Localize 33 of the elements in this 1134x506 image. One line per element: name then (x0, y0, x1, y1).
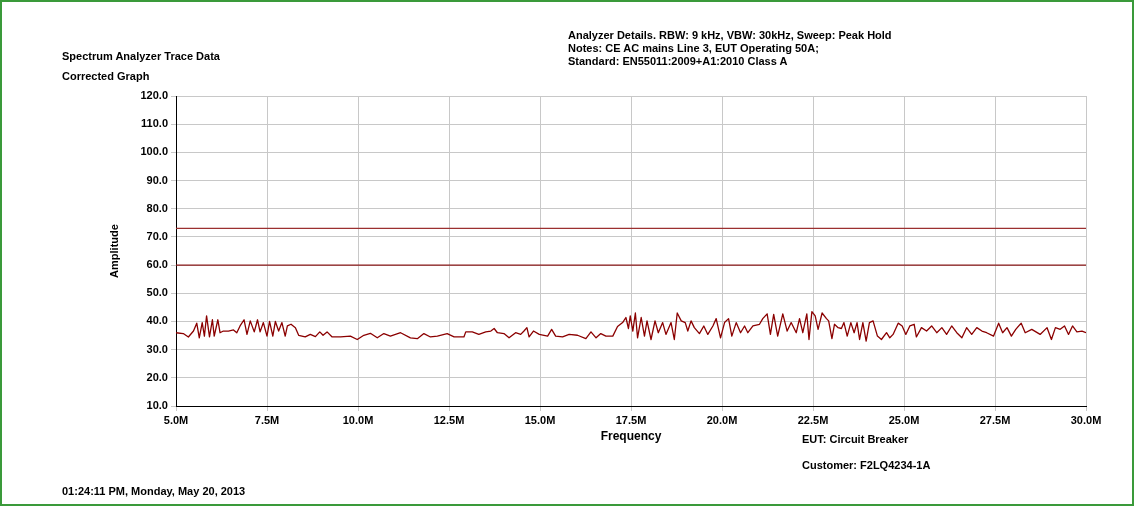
x-tick-label: 27.5M (979, 413, 1011, 426)
y-tick-label: 40.0 (146, 314, 168, 327)
chart-title: Spectrum Analyzer Trace Data (62, 49, 220, 63)
x-axis-title: Frequency (600, 429, 662, 444)
chart-subtitle: Corrected Graph (62, 69, 150, 83)
y-tick-label: 120.0 (140, 89, 168, 102)
text: EUT: Circuit Breaker (802, 432, 909, 446)
x-tick-label: 15.0M (524, 413, 556, 426)
x-tick-label: 7.5M (254, 413, 280, 426)
y-tick-label: 20.0 (146, 370, 168, 383)
x-tick-label: 30.0M (1070, 413, 1102, 426)
x-tick-label: 20.0M (706, 413, 738, 426)
text: 01:24:11 PM, Monday, May 20, 2013 (62, 484, 246, 498)
x-tick-label: 5.0M (163, 413, 189, 426)
y-tick-label: 70.0 (146, 229, 168, 242)
x-tick-label: 25.0M (888, 413, 920, 426)
text: Analyzer Details. RBW: 9 kHz, VBW: 30kHz, Sweep: Peak Hold (568, 28, 892, 42)
y-tick-label: 110.0 (141, 117, 168, 130)
y-tick-label: 90.0 (146, 173, 168, 186)
y-axis-title: Amplitude (107, 224, 120, 278)
x-tick-label: 22.5M (797, 413, 829, 426)
y-tick-label: 50.0 (146, 286, 168, 299)
x-tick-label: 17.5M (615, 413, 647, 426)
y-tick-label: 10.0 (146, 399, 168, 412)
y-tick-label: 100.0 (140, 145, 168, 158)
y-tick-label: 80.0 (146, 201, 168, 214)
y-tick-label: 60.0 (146, 258, 168, 271)
text: Notes: CE AC mains Line 3, EUT Operating 50A; (568, 41, 819, 55)
text: Customer: F2LQ4234-1A (802, 458, 931, 472)
x-tick-label: 12.5M (433, 413, 465, 426)
x-tick-label: 10.0M (342, 413, 374, 426)
text: Standard: EN55011:2009+A1:2010 Class A (568, 54, 788, 68)
y-tick-label: 30.0 (146, 342, 168, 355)
